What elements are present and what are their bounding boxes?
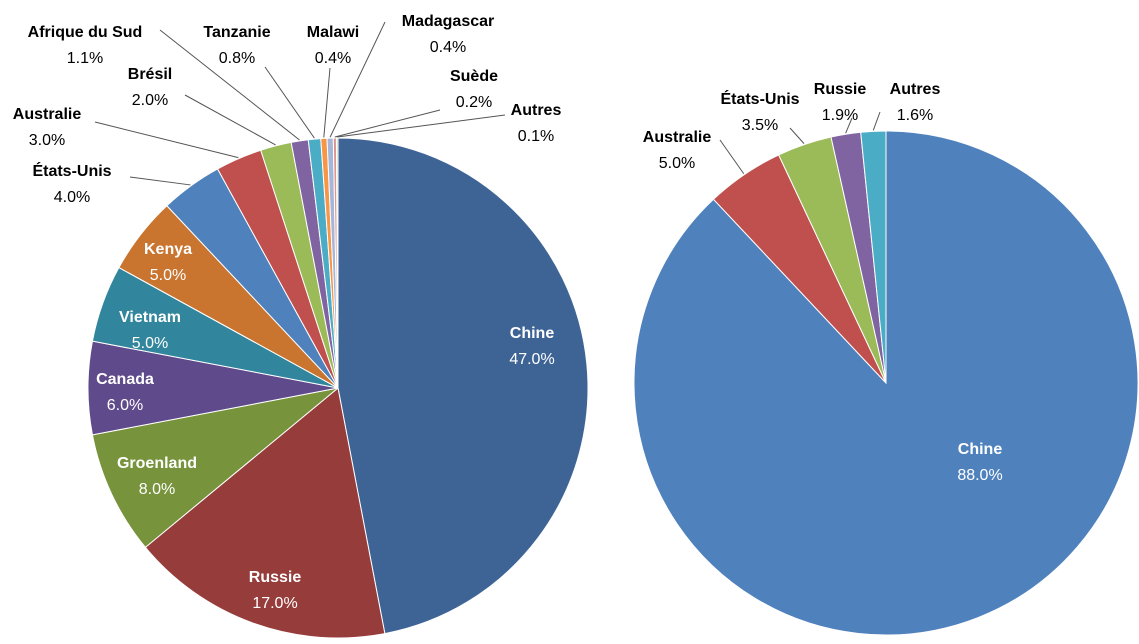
leader-line — [845, 117, 853, 134]
leader-line — [337, 114, 506, 138]
slice-name: Madagascar — [402, 13, 495, 30]
leader-line — [789, 127, 805, 144]
slice-value-label: 2.0% — [132, 92, 168, 109]
slice-name: États-Unis — [720, 89, 799, 108]
slice-name: Canada — [96, 371, 154, 388]
slice-name: Autres — [511, 102, 562, 119]
slice-name: Autres — [890, 81, 941, 98]
slice-value-label: 3.5% — [742, 117, 778, 134]
slice-name: Chine — [510, 325, 555, 342]
slice-name: Russie — [249, 569, 302, 586]
leader-line — [329, 21, 386, 138]
slice-name: Kenya — [144, 241, 192, 258]
slice-value-label: 8.0% — [139, 481, 175, 498]
slice-value-label: 17.0% — [252, 595, 297, 612]
slice-name: Brésil — [128, 66, 172, 83]
slice-value-label: 0.4% — [430, 39, 466, 56]
leader-line — [129, 176, 191, 186]
slice-value-label: 3.0% — [29, 132, 65, 149]
slice-name: Suède — [450, 68, 498, 85]
pie-slice — [91, 387, 339, 549]
slice-value-label: 1.6% — [897, 107, 933, 124]
slice-value-label: 1.1% — [67, 50, 103, 67]
slice-name: Tanzanie — [203, 24, 270, 41]
slice-name: Afrique du Sud — [28, 24, 143, 41]
slice-value-label: 88.0% — [957, 467, 1002, 484]
slice-value-label: 47.0% — [509, 351, 554, 368]
pie-slice — [860, 130, 887, 384]
leader-line — [94, 121, 239, 159]
slice-name: Vietnam — [119, 309, 181, 326]
slice-value-label: 0.1% — [518, 128, 554, 145]
slice-name: Australie — [13, 106, 82, 123]
slice-value-label: 0.4% — [315, 50, 351, 67]
leader-line — [264, 66, 315, 139]
slice-name: Groenland — [117, 455, 197, 472]
slice-value-label: 4.0% — [54, 189, 90, 206]
slice-name: Australie — [643, 129, 712, 146]
leader-line — [334, 109, 441, 138]
slice-name: Malawi — [307, 24, 359, 41]
leader-line — [323, 67, 331, 138]
pie-slice — [144, 387, 386, 639]
slice-value-label: 5.0% — [150, 267, 186, 284]
slice-name: Russie — [814, 81, 867, 98]
slice-value-label: 0.8% — [219, 50, 255, 67]
slice-value-label: 0.2% — [456, 94, 492, 111]
slice-value-label: 6.0% — [107, 397, 143, 414]
slice-value-label: 5.0% — [132, 335, 168, 352]
slice-name: États-Unis — [32, 161, 111, 180]
leader-line — [872, 111, 881, 131]
pie-slice — [337, 137, 589, 635]
leader-line — [184, 94, 276, 146]
slice-name: Chine — [958, 441, 1003, 458]
leader-line — [719, 139, 745, 175]
leader-line — [159, 29, 300, 141]
slice-value-label: 5.0% — [659, 155, 695, 172]
pie-slice — [335, 137, 339, 389]
slice-value-label: 1.9% — [822, 107, 858, 124]
